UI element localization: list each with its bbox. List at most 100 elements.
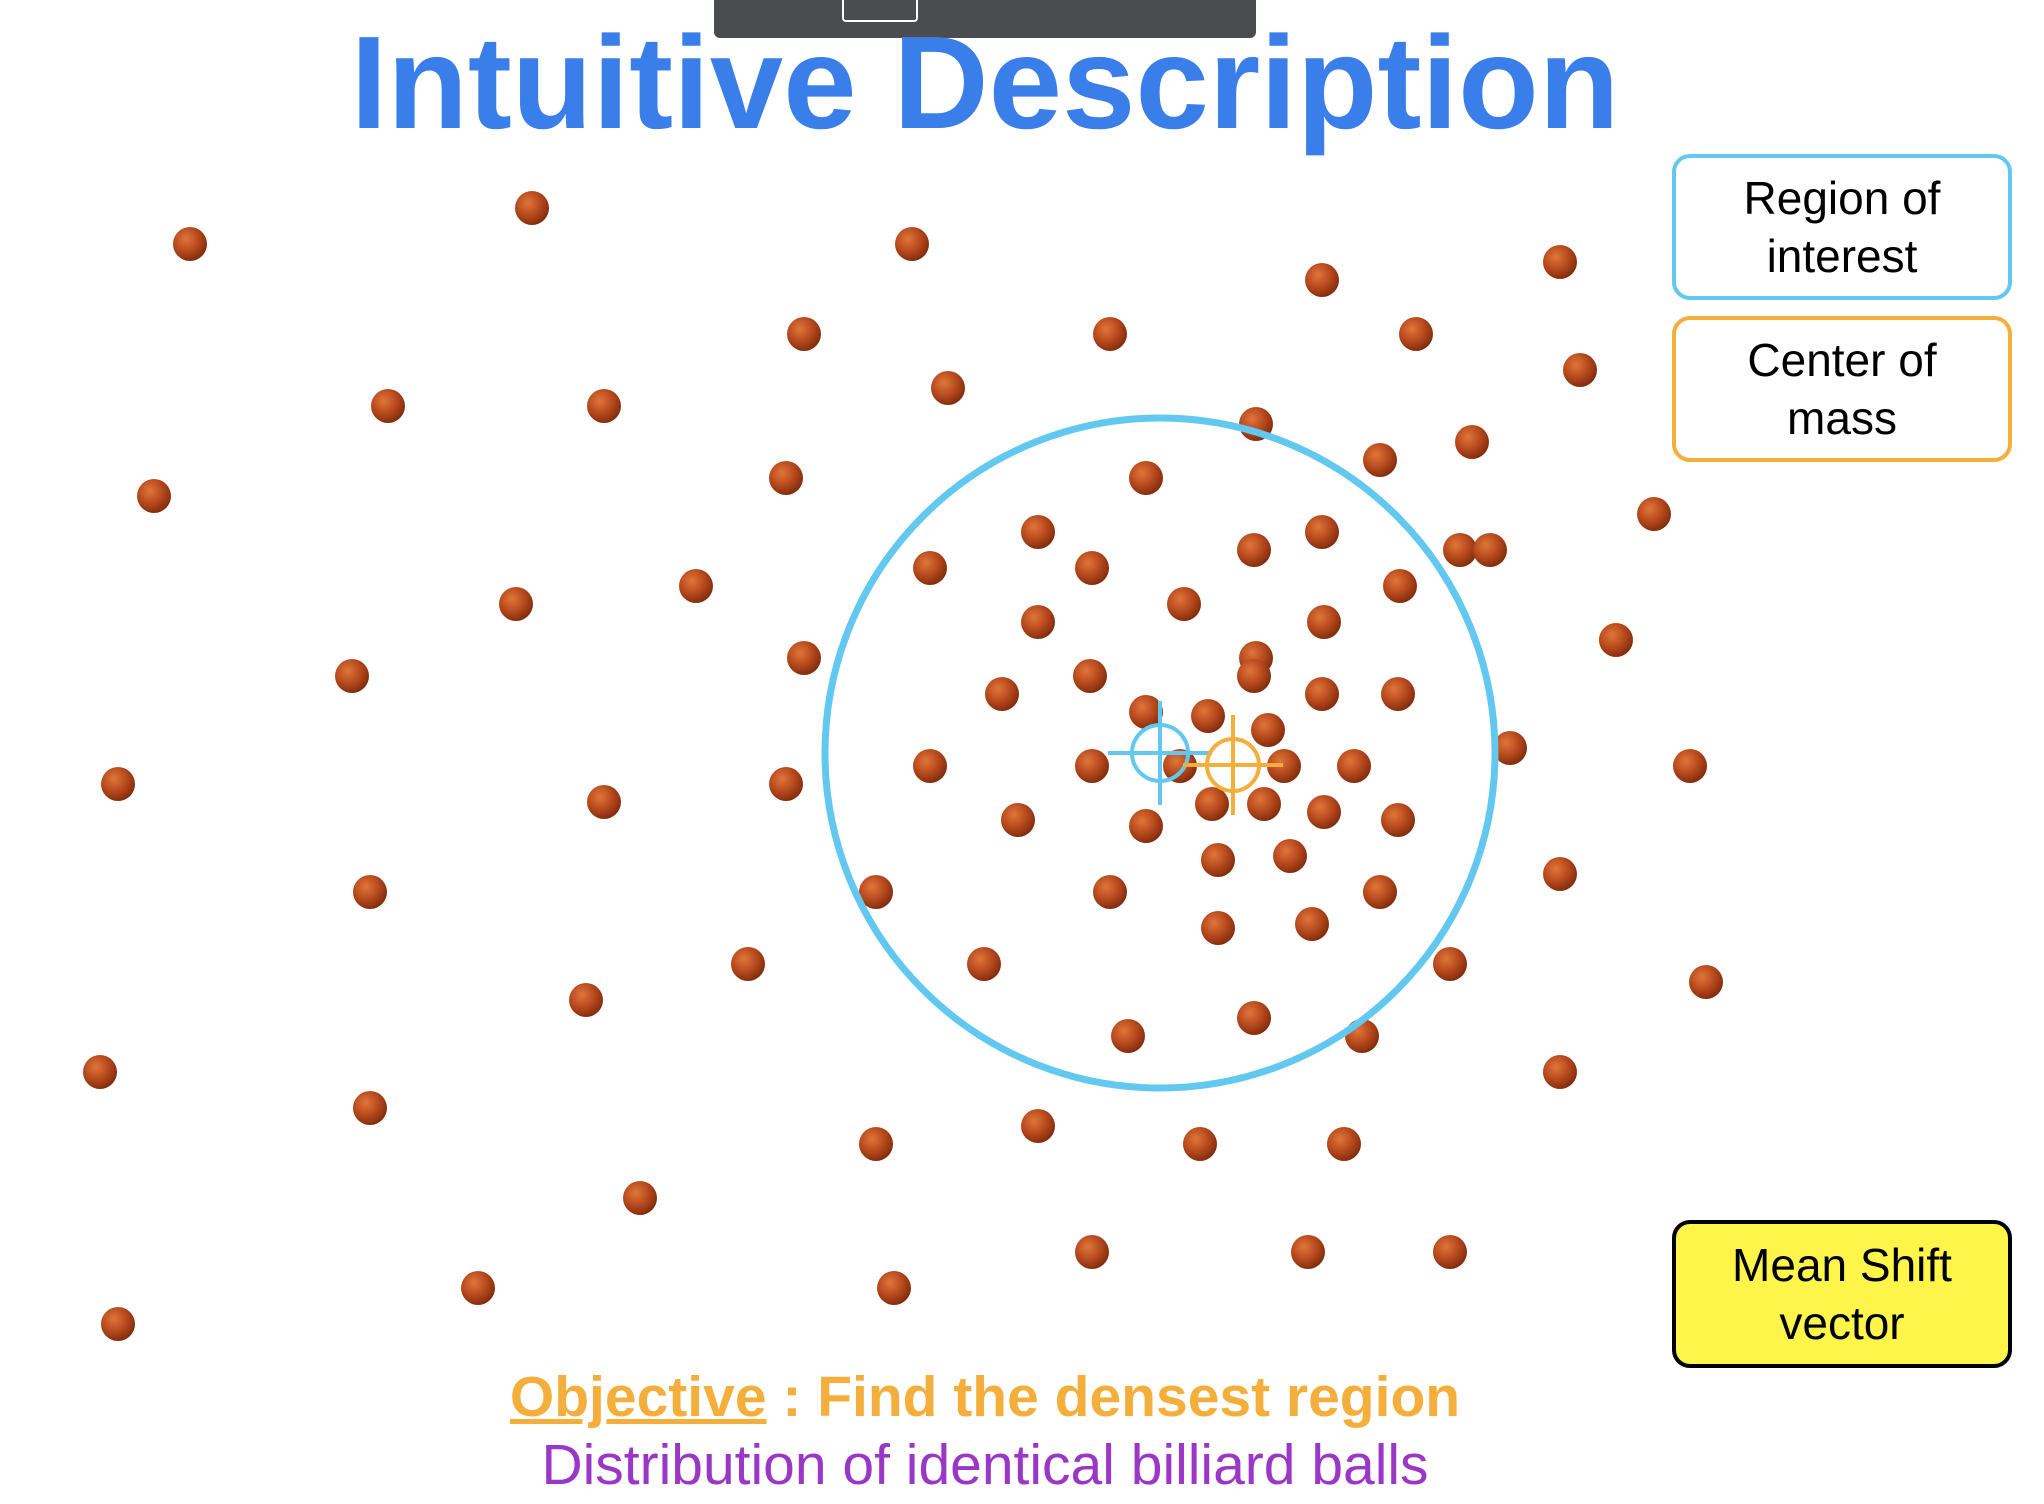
- billiard-ball: [859, 875, 893, 909]
- billiard-ball: [1001, 803, 1035, 837]
- billiard-ball: [1201, 843, 1235, 877]
- billiard-ball: [1291, 1235, 1325, 1269]
- billiard-ball: [1237, 533, 1271, 567]
- billiard-ball: [1637, 497, 1671, 531]
- billiard-ball: [587, 389, 621, 423]
- billiard-ball: [371, 389, 405, 423]
- billiard-ball: [1093, 317, 1127, 351]
- billiard-ball: [1563, 353, 1597, 387]
- billiard-ball: [1337, 749, 1371, 783]
- billiard-ball: [1191, 699, 1225, 733]
- billiard-ball: [1673, 749, 1707, 783]
- billiard-ball: [353, 875, 387, 909]
- billiard-ball: [623, 1181, 657, 1215]
- billiard-ball: [1399, 317, 1433, 351]
- slide-title: Intuitive Description: [350, 9, 1620, 156]
- billiard-ball: [1247, 787, 1281, 821]
- billiard-ball: [1251, 713, 1285, 747]
- objective-text: Find the densest region: [817, 1365, 1461, 1429]
- billiard-ball: [1305, 515, 1339, 549]
- billiard-ball: [1443, 533, 1477, 567]
- billiard-ball: [1689, 965, 1723, 999]
- billiard-ball: [1307, 795, 1341, 829]
- billiard-ball: [83, 1055, 117, 1089]
- billiard-ball: [335, 659, 369, 693]
- billiard-ball: [515, 191, 549, 225]
- billiard-ball: [913, 749, 947, 783]
- center-of-mass-marker: [1183, 715, 1283, 815]
- billiard-ball: [1237, 1001, 1271, 1035]
- billiard-ball: [587, 785, 621, 819]
- billiard-ball: [679, 569, 713, 603]
- billiard-ball: [1195, 787, 1229, 821]
- billiard-ball: [1021, 605, 1055, 639]
- billiard-ball: [967, 947, 1001, 981]
- billiard-ball: [931, 371, 965, 405]
- objective-line: Objective : Find the densest region: [0, 1362, 1970, 1432]
- region-center-marker: [1108, 701, 1212, 805]
- billiard-ball: [731, 947, 765, 981]
- billiard-ball: [1363, 875, 1397, 909]
- billiard-ball: [1073, 659, 1107, 693]
- billiard-ball: [1075, 749, 1109, 783]
- billiard-ball: [859, 1127, 893, 1161]
- objective-label: Objective: [509, 1365, 767, 1429]
- billiard-ball: [1381, 677, 1415, 711]
- billiard-ball: [1075, 551, 1109, 585]
- billiard-ball: [1201, 911, 1235, 945]
- billiard-ball: [101, 1307, 135, 1341]
- billiard-ball: [1381, 803, 1415, 837]
- billiard-ball: [1433, 947, 1467, 981]
- legend-region-of-interest: Region of interest: [1672, 154, 2012, 300]
- legend-mean-shift-vector: Mean Shift vector: [1672, 1220, 2012, 1368]
- billiard-ball: [499, 587, 533, 621]
- billiard-ball: [913, 551, 947, 585]
- distribution-caption: Distribution of identical billiard balls: [541, 1433, 1429, 1497]
- billiard-ball: [1327, 1127, 1361, 1161]
- billiard-ball: [1129, 695, 1163, 729]
- billiard-ball: [985, 677, 1019, 711]
- billiard-ball: [1111, 1019, 1145, 1053]
- billiard-ball: [1305, 677, 1339, 711]
- billiard-ball: [1129, 809, 1163, 843]
- billiard-ball: [1543, 857, 1577, 891]
- billiard-ball: [1093, 875, 1127, 909]
- billiard-ball: [1599, 623, 1633, 657]
- billiard-ball: [1273, 839, 1307, 873]
- billiard-ball: [769, 767, 803, 801]
- billiard-ball: [1267, 749, 1301, 783]
- billiard-ball: [461, 1271, 495, 1305]
- billiard-ball: [1183, 1127, 1217, 1161]
- billiard-ball: [1129, 461, 1163, 495]
- billiard-balls: [83, 191, 1723, 1341]
- toolbar-page-box[interactable]: [842, 0, 918, 22]
- billiard-ball: [1363, 443, 1397, 477]
- billiard-ball: [1021, 1109, 1055, 1143]
- billiard-ball: [877, 1271, 911, 1305]
- billiard-ball: [173, 227, 207, 261]
- billiard-ball: [1021, 515, 1055, 549]
- billiard-ball: [1075, 1235, 1109, 1269]
- billiard-ball: [353, 1091, 387, 1125]
- billiard-ball: [787, 641, 821, 675]
- billiard-ball: [1543, 1055, 1577, 1089]
- billiard-ball: [769, 461, 803, 495]
- billiard-ball: [1433, 1235, 1467, 1269]
- presentation-toolbar[interactable]: [714, 0, 1256, 38]
- billiard-ball: [1307, 605, 1341, 639]
- billiard-ball: [1493, 731, 1527, 765]
- billiard-ball: [569, 983, 603, 1017]
- billiard-ball: [1543, 245, 1577, 279]
- billiard-ball: [137, 479, 171, 513]
- billiard-ball: [895, 227, 929, 261]
- billiard-ball: [1383, 569, 1417, 603]
- billiard-ball: [1473, 533, 1507, 567]
- objective-separator: :: [766, 1365, 818, 1429]
- billiard-ball: [1295, 907, 1329, 941]
- billiard-ball: [1167, 587, 1201, 621]
- billiard-ball: [787, 317, 821, 351]
- region-of-interest-circle: [821, 414, 1499, 1092]
- billiard-ball: [1237, 659, 1271, 693]
- billiard-ball: [1455, 425, 1489, 459]
- legend-center-of-mass: Center of mass: [1672, 316, 2012, 462]
